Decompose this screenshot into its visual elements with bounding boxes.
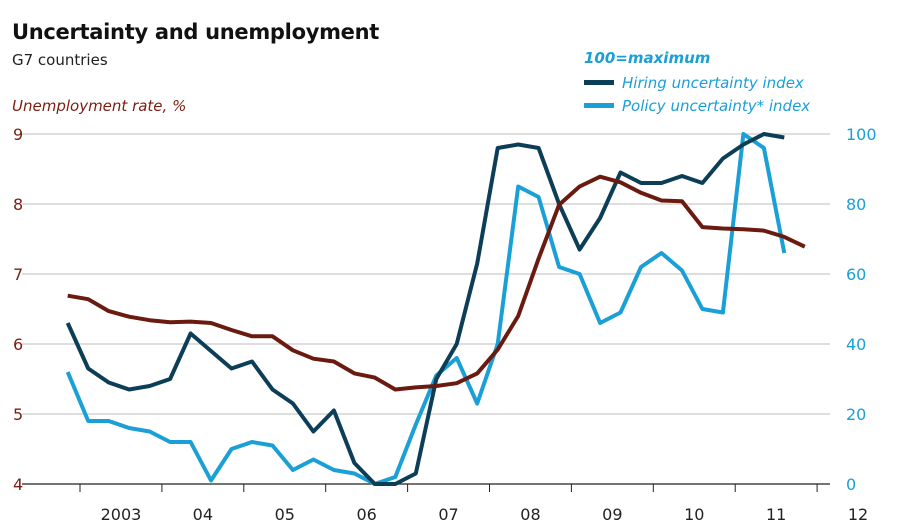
right-tick-label: 100 xyxy=(846,125,877,144)
x-tick-label: 04 xyxy=(193,505,213,524)
x-tick-label: 12 xyxy=(848,505,868,524)
x-tick-label: 05 xyxy=(275,505,295,524)
right-tick-label: 60 xyxy=(846,265,866,284)
legend-swatch-policy xyxy=(584,103,614,108)
policy-uncertainty-line xyxy=(65,132,787,486)
x-tick-label: 10 xyxy=(684,505,704,524)
left-tick-label: 8 xyxy=(13,195,23,214)
legend-label-hiring: Hiring uncertainty index xyxy=(622,73,804,92)
unemployment-line xyxy=(67,174,806,392)
x-tick-label: 08 xyxy=(520,505,540,524)
right-axis-label: 100=maximum xyxy=(584,49,711,67)
right-tick-label: 40 xyxy=(846,335,866,354)
x-tick-label: 09 xyxy=(602,505,622,524)
right-tick-label: 20 xyxy=(846,405,866,424)
right-tick-label: 0 xyxy=(846,475,856,494)
legend-item-policy: Policy uncertainty* index xyxy=(584,94,810,117)
left-tick-label: 6 xyxy=(13,335,23,354)
left-axis-label: Unemployment rate, % xyxy=(12,97,187,115)
x-tick-label: 07 xyxy=(438,505,458,524)
legend-item-hiring: Hiring uncertainty index xyxy=(584,71,810,94)
legend: 100=maximum Hiring uncertainty index Pol… xyxy=(584,49,810,117)
left-tick-label: 7 xyxy=(13,265,23,284)
hiring-uncertainty-line xyxy=(65,132,785,486)
x-tick-label: 06 xyxy=(356,505,376,524)
left-tick-label: 4 xyxy=(13,475,23,494)
chart-subtitle: G7 countries xyxy=(12,51,108,69)
legend-swatch-hiring xyxy=(584,80,614,85)
x-tick-label: 11 xyxy=(766,505,786,524)
chart-title: Uncertainty and unemployment xyxy=(12,20,379,44)
left-tick-label: 9 xyxy=(13,125,23,144)
x-tick-label: 2003 xyxy=(101,505,142,524)
right-tick-label: 80 xyxy=(846,195,866,214)
legend-label-policy: Policy uncertainty* index xyxy=(622,96,811,115)
left-tick-label: 5 xyxy=(13,405,23,424)
